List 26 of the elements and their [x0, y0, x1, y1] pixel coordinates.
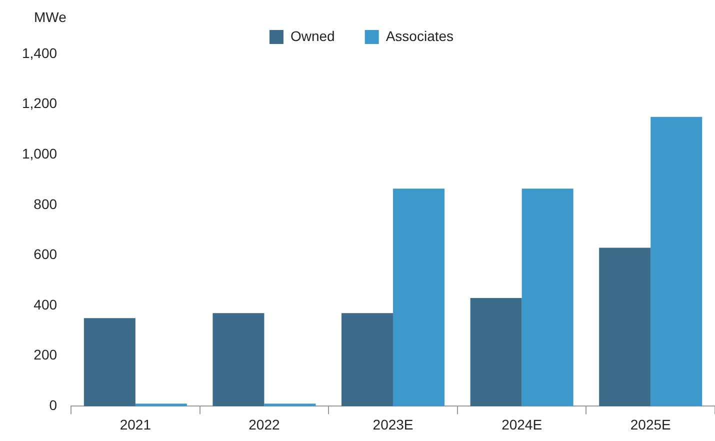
x-tick-label: 2023E — [372, 416, 414, 432]
x-tick-label: 2024E — [502, 416, 542, 432]
legend-label: Owned — [290, 28, 335, 44]
legend-label: Associates — [386, 28, 454, 44]
bar — [599, 248, 651, 406]
bar — [650, 116, 702, 406]
x-tick-label: 2021 — [120, 416, 152, 432]
x-tick-label: 2022 — [248, 416, 280, 432]
y-tick-label: 400 — [34, 296, 58, 312]
y-tick-label: 200 — [34, 346, 58, 363]
bar — [470, 298, 522, 406]
x-tick-label: 2025E — [630, 416, 671, 432]
y-tick-label: 600 — [34, 246, 58, 262]
bar — [342, 313, 394, 406]
y-tick-label: 1,000 — [22, 145, 58, 162]
y-tick-label: 0 — [49, 397, 58, 414]
bar — [522, 188, 574, 406]
y-tick-label: 1,400 — [22, 44, 58, 61]
bar — [135, 404, 187, 406]
bar — [264, 404, 316, 406]
bar — [212, 313, 264, 406]
y-tick-label: 1,200 — [22, 95, 58, 112]
y-tick-label: 800 — [34, 196, 58, 212]
bar — [84, 318, 136, 406]
y-axis-title: MWe — [34, 8, 67, 25]
bar — [393, 188, 445, 406]
